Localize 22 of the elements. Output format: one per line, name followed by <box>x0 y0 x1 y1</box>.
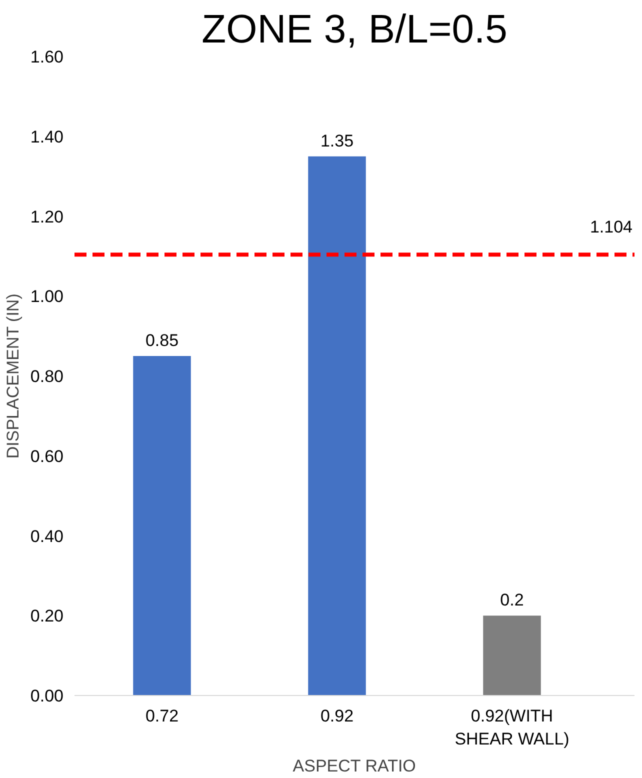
x-tick-label: 0.72 <box>145 706 179 726</box>
y-tick-label: 1.20 <box>30 207 64 226</box>
bar <box>133 356 191 696</box>
y-tick-label: 0.60 <box>30 446 64 466</box>
ref-line-label: 1.104 <box>590 218 633 237</box>
bar <box>308 156 366 696</box>
x-axis-title: ASPECT RATIO <box>292 756 416 776</box>
data-label: 0.85 <box>145 331 179 350</box>
y-axis-title: DISPLACEMENT (IN) <box>3 294 22 459</box>
data-label: 0.2 <box>500 590 524 610</box>
x-tick-label: 0.92 <box>320 706 354 726</box>
x-tick-label: 0.92(WITH SHEAR WALL) <box>454 706 570 748</box>
data-label: 1.35 <box>320 131 354 150</box>
y-tick-label: 1.40 <box>30 127 64 146</box>
y-tick-label: 0.00 <box>30 686 64 706</box>
bar <box>483 616 541 696</box>
y-tick-label: 0.20 <box>30 606 64 626</box>
y-tick-label: 0.40 <box>30 526 64 546</box>
y-tick-label: 1.00 <box>30 287 64 306</box>
chart-title: ZONE 3, B/L=0.5 <box>202 8 508 52</box>
y-tick-label: 0.80 <box>30 367 64 386</box>
y-tick-label: 1.60 <box>30 48 64 66</box>
